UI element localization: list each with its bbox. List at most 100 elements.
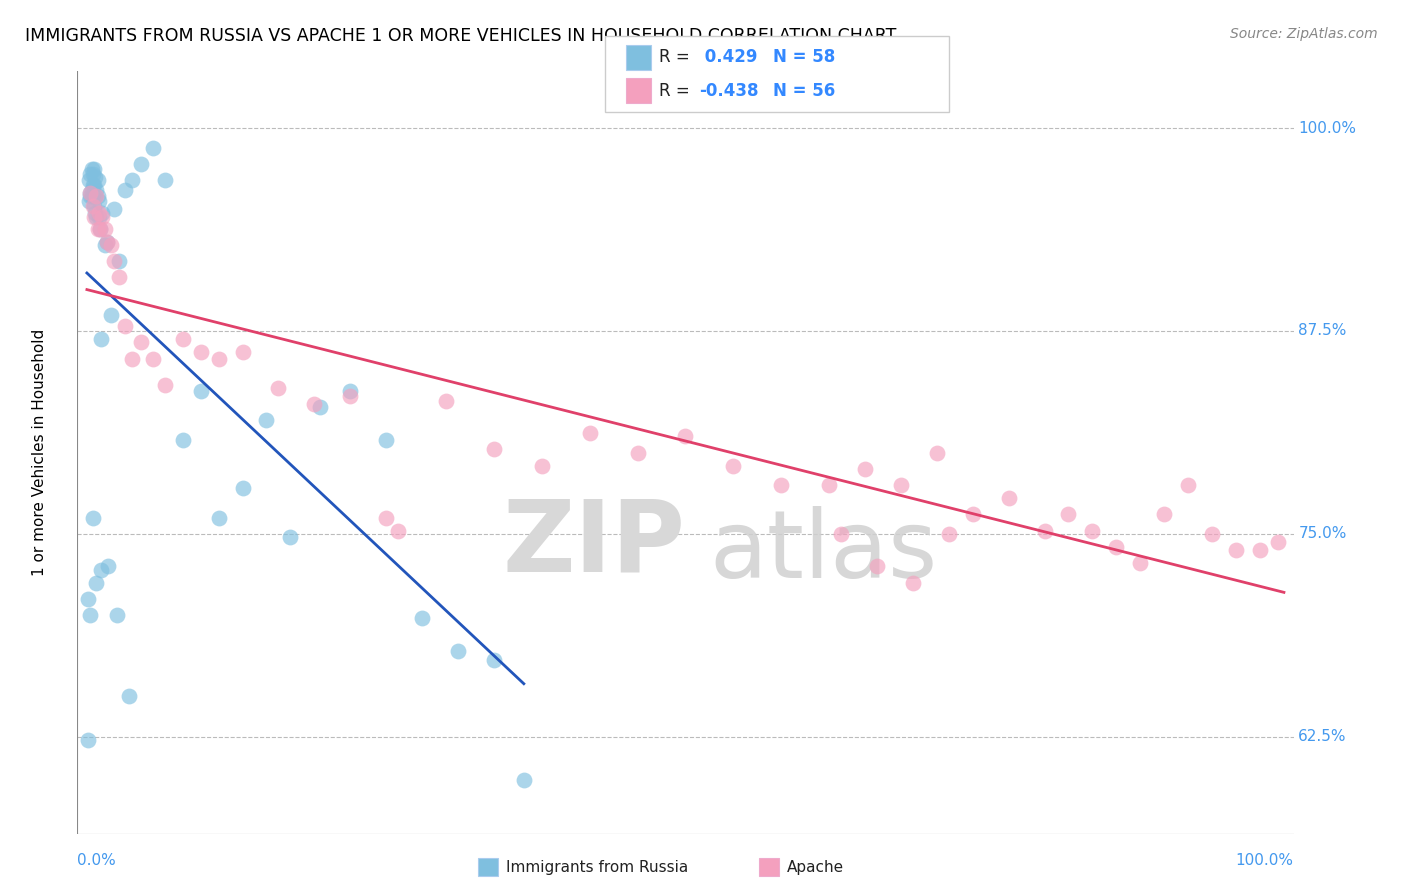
Text: R =: R = — [659, 81, 690, 100]
Point — [190, 345, 212, 359]
Point — [96, 235, 118, 249]
Point — [723, 458, 745, 473]
Point — [770, 478, 793, 492]
Point — [79, 186, 101, 200]
Point — [938, 526, 960, 541]
Point — [84, 169, 107, 184]
Text: -0.438: -0.438 — [699, 81, 758, 100]
Point — [513, 773, 536, 788]
Point — [309, 401, 332, 415]
Point — [114, 183, 136, 197]
Point — [172, 332, 194, 346]
Point — [94, 221, 117, 235]
Text: 0.429: 0.429 — [699, 48, 758, 66]
Point — [530, 458, 553, 473]
Point — [129, 335, 152, 350]
Text: 100.0%: 100.0% — [1298, 120, 1357, 136]
Point — [339, 389, 361, 403]
Point — [142, 140, 165, 154]
Point — [267, 381, 290, 395]
Point — [87, 194, 110, 209]
Text: 1 or more Vehicles in Household: 1 or more Vehicles in Household — [31, 329, 46, 576]
Point — [890, 478, 912, 492]
Point — [1153, 508, 1175, 522]
Point — [121, 351, 143, 366]
Text: Immigrants from Russia: Immigrants from Russia — [506, 860, 689, 874]
Point — [434, 393, 457, 408]
Point — [103, 254, 125, 268]
Point — [83, 199, 105, 213]
Point — [82, 167, 104, 181]
Point — [207, 351, 229, 366]
Point — [962, 508, 984, 522]
Text: R =: R = — [659, 48, 690, 66]
Point — [83, 161, 105, 176]
Point — [83, 211, 105, 225]
Point — [86, 173, 108, 187]
Point — [866, 559, 889, 574]
Point — [1129, 556, 1152, 570]
Point — [231, 345, 253, 359]
Point — [304, 397, 326, 411]
Text: Source: ZipAtlas.com: Source: ZipAtlas.com — [1230, 27, 1378, 41]
Point — [1267, 535, 1289, 549]
Point — [818, 478, 841, 492]
Point — [853, 462, 876, 476]
Point — [90, 332, 112, 346]
Point — [108, 254, 131, 268]
Point — [411, 611, 433, 625]
Point — [80, 183, 103, 197]
Point — [108, 270, 131, 285]
Point — [94, 238, 117, 252]
Point — [82, 189, 104, 203]
Point — [91, 205, 114, 219]
Text: 0.0%: 0.0% — [77, 854, 117, 869]
Point — [79, 189, 101, 203]
Point — [1225, 543, 1247, 558]
Point — [86, 575, 108, 590]
Point — [79, 607, 101, 622]
Point — [997, 491, 1019, 505]
Point — [375, 510, 398, 524]
Point — [1105, 540, 1128, 554]
Point — [89, 221, 111, 235]
Point — [82, 199, 104, 213]
Point — [86, 189, 108, 203]
Point — [129, 157, 152, 171]
Point — [103, 202, 125, 217]
Point — [79, 194, 101, 209]
Point — [1177, 478, 1199, 492]
Point — [578, 426, 600, 441]
Text: 100.0%: 100.0% — [1236, 854, 1294, 869]
Point — [86, 183, 108, 197]
Point — [91, 211, 114, 225]
Text: N = 56: N = 56 — [773, 81, 835, 100]
Point — [105, 607, 128, 622]
Point — [100, 238, 122, 252]
Point — [280, 530, 302, 544]
Text: IMMIGRANTS FROM RUSSIA VS APACHE 1 OR MORE VEHICLES IN HOUSEHOLD CORRELATION CHA: IMMIGRANTS FROM RUSSIA VS APACHE 1 OR MO… — [25, 27, 897, 45]
Point — [80, 161, 103, 176]
Point — [207, 510, 229, 524]
Point — [79, 173, 101, 187]
Point — [626, 445, 648, 459]
Text: atlas: atlas — [710, 506, 938, 598]
Point — [375, 433, 398, 447]
Point — [89, 221, 111, 235]
Point — [901, 575, 924, 590]
Point — [86, 211, 108, 225]
Point — [339, 384, 361, 398]
Text: Apache: Apache — [787, 860, 845, 874]
Point — [482, 653, 505, 667]
Point — [77, 732, 100, 747]
Point — [83, 178, 105, 192]
Point — [925, 445, 948, 459]
Text: N = 58: N = 58 — [773, 48, 835, 66]
Point — [90, 562, 112, 576]
Point — [96, 235, 118, 249]
Point — [387, 524, 409, 538]
Point — [1057, 508, 1080, 522]
Point — [675, 429, 697, 443]
Text: 62.5%: 62.5% — [1298, 729, 1347, 744]
Point — [77, 591, 100, 606]
